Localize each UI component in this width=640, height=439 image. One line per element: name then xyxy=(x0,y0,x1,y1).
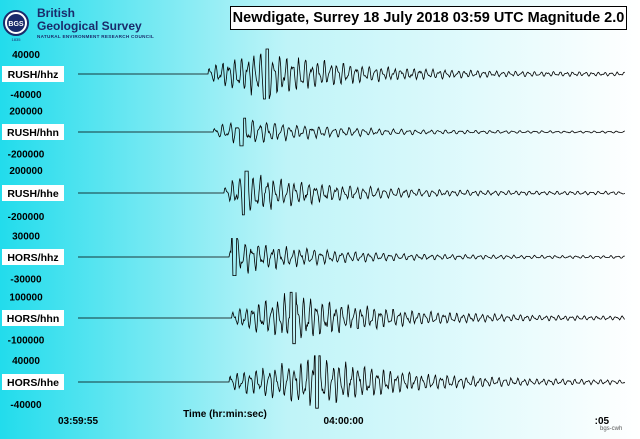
author-stamp: bgs-cwh xyxy=(600,426,623,432)
y-tick-label: 40000 xyxy=(12,50,40,61)
chart-title: Newdigate, Surrey 18 July 2018 03:59 UTC… xyxy=(232,10,625,26)
logo-council-text: NATURAL ENVIRONMENT RESEARCH COUNCIL xyxy=(37,34,155,39)
trace-rush-hhe xyxy=(78,170,626,216)
y-tick-label: 30000 xyxy=(12,232,40,243)
svg-text:BGS: BGS xyxy=(8,21,24,28)
y-tick-label: -200000 xyxy=(8,212,45,223)
y-tick-label: 100000 xyxy=(9,293,43,304)
channel-label: HORS/hhn xyxy=(7,313,60,325)
channel-label-box xyxy=(2,374,64,390)
bgs-logo: BGS 1835 British Geological Survey NATUR… xyxy=(3,3,173,43)
channel-label-box xyxy=(2,249,64,265)
y-tick-label: -200000 xyxy=(8,149,45,160)
y-tick-label: -40000 xyxy=(10,400,42,411)
trace-hors-hhz xyxy=(78,238,625,276)
channel-label: RUSH/hhn xyxy=(7,127,59,139)
y-tick-label: 200000 xyxy=(9,107,43,118)
y-tick-label: -30000 xyxy=(10,274,42,285)
channel-label: HORS/hhe xyxy=(7,377,59,389)
x-tick-label: 03:59:55 xyxy=(58,416,98,427)
trace-hors-hhe xyxy=(78,355,626,409)
channel-label-box xyxy=(2,185,64,201)
y-tick-label: 40000 xyxy=(12,356,40,367)
bgs-seal-icon: BGS 1835 xyxy=(3,10,29,42)
chart-title-box: Newdigate, Surrey 18 July 2018 03:59 UTC… xyxy=(230,6,627,30)
svg-text:1835: 1835 xyxy=(12,37,22,42)
logo-name-line-2: Geological Survey xyxy=(37,19,142,33)
logo-name-line-1: British xyxy=(37,6,76,20)
channel-label: RUSH/hhe xyxy=(7,188,58,200)
trace-rush-hhz xyxy=(78,48,626,100)
x-tick-label: 04:00:00 xyxy=(324,416,364,427)
y-tick-label: -100000 xyxy=(8,335,45,346)
channel-label-box xyxy=(2,66,64,82)
y-tick-label: -40000 xyxy=(10,90,42,101)
channel-label-box xyxy=(2,310,64,326)
channel-label: RUSH/hhz xyxy=(8,69,59,81)
y-tick-label: 200000 xyxy=(9,166,43,177)
channel-label-box xyxy=(2,124,64,140)
channel-label: HORS/hhz xyxy=(7,252,58,264)
x-tick-label: :05 xyxy=(595,416,610,427)
trace-rush-hhn xyxy=(78,117,625,147)
trace-hors-hhn xyxy=(78,291,625,345)
x-axis-label: Time (hr:min:sec) xyxy=(183,409,267,420)
